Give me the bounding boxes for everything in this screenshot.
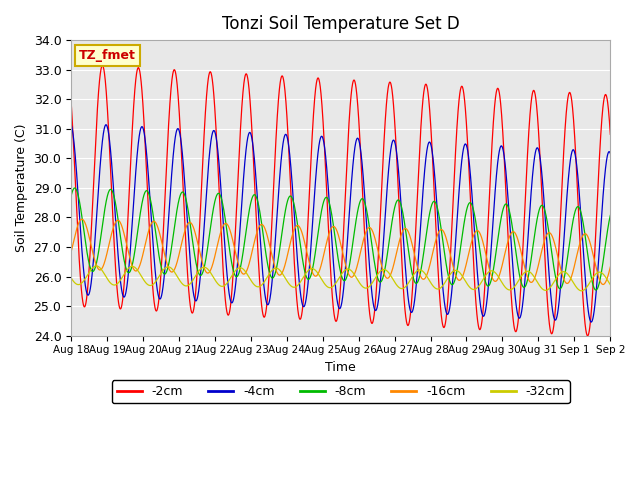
-2cm [133, 69, 141, 74]
-2cm [632, 159, 639, 165]
-4cm [313, 165, 321, 170]
-16cm [636, 283, 640, 288]
-16cm [288, 234, 296, 240]
-16cm [67, 249, 75, 255]
-32cm [570, 279, 577, 285]
-2cm [288, 210, 296, 216]
-4cm [133, 157, 141, 163]
-32cm [167, 265, 175, 271]
-32cm [288, 284, 296, 289]
-8cm [628, 288, 636, 294]
-4cm [631, 252, 639, 257]
-32cm [632, 270, 639, 276]
-16cm [78, 216, 86, 222]
-8cm [288, 194, 296, 200]
-16cm [631, 277, 639, 283]
-2cm [67, 99, 75, 105]
-2cm [99, 63, 106, 69]
-32cm [133, 266, 141, 272]
-32cm [313, 269, 321, 275]
-4cm [167, 182, 175, 188]
-16cm [167, 269, 175, 275]
-8cm [167, 248, 175, 253]
-8cm [67, 193, 75, 199]
-16cm [133, 268, 141, 274]
Line: -2cm: -2cm [71, 66, 640, 338]
-2cm [570, 112, 577, 118]
Y-axis label: Soil Temperature (C): Soil Temperature (C) [15, 124, 28, 252]
Legend: -2cm, -4cm, -8cm, -16cm, -32cm: -2cm, -4cm, -8cm, -16cm, -32cm [111, 380, 570, 403]
-8cm [570, 217, 577, 223]
-8cm [71, 185, 79, 191]
Text: TZ_fmet: TZ_fmet [79, 49, 136, 62]
-4cm [288, 174, 296, 180]
-8cm [632, 281, 639, 287]
-4cm [623, 321, 631, 327]
-2cm [167, 85, 175, 91]
Line: -32cm: -32cm [71, 266, 640, 291]
-8cm [133, 234, 141, 240]
-16cm [313, 273, 321, 278]
-32cm [614, 288, 621, 294]
-2cm [620, 335, 627, 341]
-4cm [67, 121, 75, 127]
Line: -4cm: -4cm [71, 124, 640, 324]
-2cm [313, 78, 321, 84]
X-axis label: Time: Time [325, 361, 356, 374]
-16cm [570, 268, 577, 274]
-4cm [569, 147, 577, 153]
Line: -16cm: -16cm [71, 219, 640, 286]
-32cm [92, 263, 100, 269]
-8cm [313, 240, 321, 245]
-32cm [67, 275, 75, 281]
Line: -8cm: -8cm [71, 188, 640, 291]
Title: Tonzi Soil Temperature Set D: Tonzi Soil Temperature Set D [222, 15, 460, 33]
